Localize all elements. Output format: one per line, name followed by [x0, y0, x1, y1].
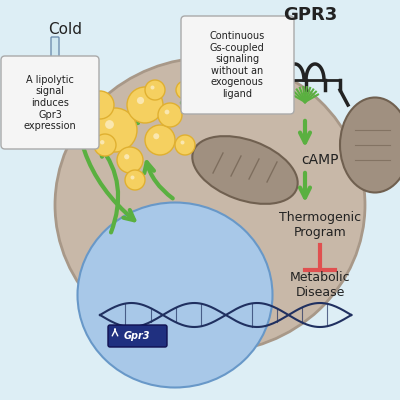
Circle shape	[137, 97, 144, 104]
Text: Cold: Cold	[48, 22, 82, 38]
Text: GPR3: GPR3	[283, 6, 337, 24]
Circle shape	[158, 103, 182, 127]
Circle shape	[86, 91, 114, 119]
Circle shape	[105, 120, 114, 129]
Ellipse shape	[55, 58, 365, 352]
Circle shape	[165, 110, 170, 114]
Circle shape	[94, 134, 116, 156]
Circle shape	[176, 81, 194, 99]
Circle shape	[93, 108, 137, 152]
Circle shape	[145, 125, 175, 155]
Circle shape	[94, 99, 99, 104]
Circle shape	[153, 133, 159, 139]
Text: cAMP: cAMP	[301, 153, 339, 167]
Circle shape	[150, 86, 154, 90]
Circle shape	[180, 140, 184, 144]
Circle shape	[130, 176, 134, 180]
Ellipse shape	[78, 202, 272, 388]
FancyBboxPatch shape	[108, 325, 167, 347]
Circle shape	[117, 147, 143, 173]
Text: Metabolic
Disease: Metabolic Disease	[290, 271, 350, 299]
Ellipse shape	[340, 98, 400, 192]
FancyBboxPatch shape	[181, 16, 294, 114]
Circle shape	[124, 154, 129, 159]
FancyBboxPatch shape	[1, 56, 99, 149]
Text: Gpr3: Gpr3	[124, 331, 150, 341]
Circle shape	[127, 87, 163, 123]
Circle shape	[125, 170, 145, 190]
Circle shape	[145, 80, 165, 100]
FancyBboxPatch shape	[51, 37, 59, 64]
Ellipse shape	[192, 136, 298, 204]
Circle shape	[48, 58, 62, 72]
Circle shape	[181, 86, 184, 90]
Circle shape	[100, 140, 104, 144]
Text: Continuous
Gs-coupled
signaling
without an
exogenous
ligand: Continuous Gs-coupled signaling without …	[209, 31, 265, 99]
Text: A lipolytic
signal
induces
Gpr3
expression: A lipolytic signal induces Gpr3 expressi…	[24, 75, 76, 131]
Circle shape	[175, 135, 195, 155]
Text: Thermogenic
Program: Thermogenic Program	[279, 211, 361, 239]
